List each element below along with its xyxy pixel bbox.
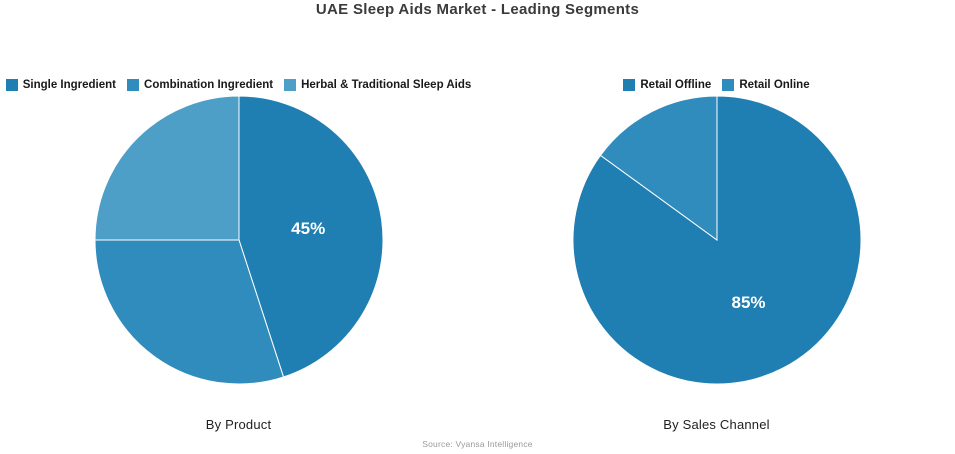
legend-label: Combination Ingredient xyxy=(144,79,274,91)
legend-item-retail-online: Retail Online xyxy=(722,79,810,91)
legend-swatch-icon xyxy=(623,79,636,91)
legend-swatch-icon xyxy=(722,79,735,91)
source-attribution: Source: Vyansa Intelligence xyxy=(422,439,533,449)
legend-swatch-icon xyxy=(127,79,140,91)
legend-by-product: Single Ingredient Combination Ingredient… xyxy=(0,79,477,91)
legend-item-retail-offline: Retail Offline xyxy=(623,79,711,91)
legend-swatch-icon xyxy=(5,79,18,91)
pie-chart-by-product: Single Ingredient Combination Ingredient… xyxy=(0,0,477,454)
pie-slice xyxy=(599,95,717,241)
pie-by-product: 45% xyxy=(93,95,384,385)
chart-caption-by-product: By Product xyxy=(205,417,272,432)
legend-label: Herbal & Traditional Sleep Aids xyxy=(301,79,472,91)
legend-item-combination-ingredient: Combination Ingredient xyxy=(127,79,273,91)
pie-svg xyxy=(93,95,383,385)
slice-value-label: 45% xyxy=(291,218,326,238)
legend-by-sales-channel: Retail Offline Retail Online xyxy=(478,79,955,91)
pie-slice xyxy=(238,95,383,378)
pie-slice xyxy=(93,95,239,241)
legend-item-herbal-traditional: Herbal & Traditional Sleep Aids xyxy=(284,79,471,91)
pie-by-sales-channel: 85% xyxy=(572,95,862,385)
legend-item-single-ingredient: Single Ingredient xyxy=(5,79,117,91)
legend-label: Single Ingredient xyxy=(22,79,117,91)
page-title: UAE Sleep Aids Market - Leading Segments xyxy=(315,1,640,18)
legend-label: Retail Online xyxy=(739,79,810,91)
slice-value-label: 85% xyxy=(731,292,766,312)
pie-svg xyxy=(572,95,861,385)
legend-swatch-icon xyxy=(284,79,297,91)
pie-chart-by-sales-channel: Retail Offline Retail Online 85% By Sale… xyxy=(478,0,955,454)
chart-caption-by-sales-channel: By Sales Channel xyxy=(663,417,770,432)
pie-slice xyxy=(93,239,284,385)
legend-label: Retail Offline xyxy=(640,79,712,91)
